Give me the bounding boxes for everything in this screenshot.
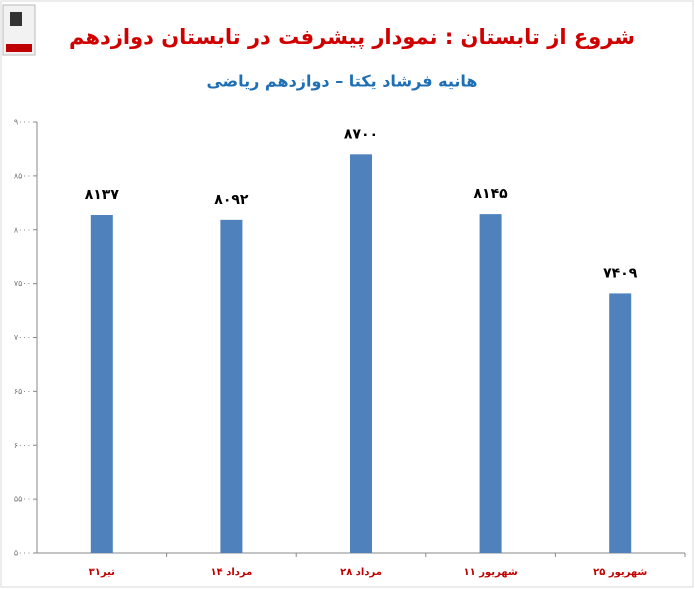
value-label: ۸۱۳۷ bbox=[85, 187, 120, 203]
y-tick-label: ۶۰۰۰ bbox=[14, 441, 31, 450]
bar bbox=[220, 219, 243, 553]
y-tick-label: ۸۵۰۰ bbox=[14, 171, 31, 180]
y-tick-label: ۷۵۰۰ bbox=[14, 279, 31, 288]
y-tick-label: ۵۵۰۰ bbox=[14, 495, 31, 504]
chart-title: شروع از تابستان : نمودار پیشرفت در تابست… bbox=[69, 25, 635, 49]
bar bbox=[609, 293, 632, 553]
chart-subtitle: هانیه فرشاد یکتا – دوازدهم ریاضی bbox=[206, 72, 477, 91]
x-tick-label: ۳۱تیر bbox=[89, 567, 116, 578]
value-label: ۸۰۹۲ bbox=[214, 192, 249, 208]
x-tick-label: ۱۱ شهریور bbox=[464, 567, 518, 578]
x-tick-label: ۲۵ شهریور bbox=[593, 567, 647, 578]
bar bbox=[479, 214, 502, 553]
value-label: ۸۷۰۰ bbox=[344, 126, 378, 142]
y-tick-label: ۸۰۰۰ bbox=[14, 225, 31, 234]
y-tick-label: ۷۰۰۰ bbox=[14, 333, 31, 342]
y-tick-label: ۵۰۰۰ bbox=[14, 549, 31, 558]
x-tick-label: ۲۸ مرداد bbox=[340, 567, 382, 578]
y-tick-label: ۶۵۰۰ bbox=[14, 387, 31, 396]
bar bbox=[350, 154, 372, 553]
x-tick-label: ۱۴ مرداد bbox=[210, 567, 252, 578]
value-label: ۸۱۴۵ bbox=[474, 186, 509, 202]
logo bbox=[2, 4, 36, 56]
value-label: ۷۴۰۹ bbox=[603, 265, 638, 281]
y-tick-label: ۹۰۰۰ bbox=[14, 118, 31, 127]
bar bbox=[90, 214, 113, 553]
